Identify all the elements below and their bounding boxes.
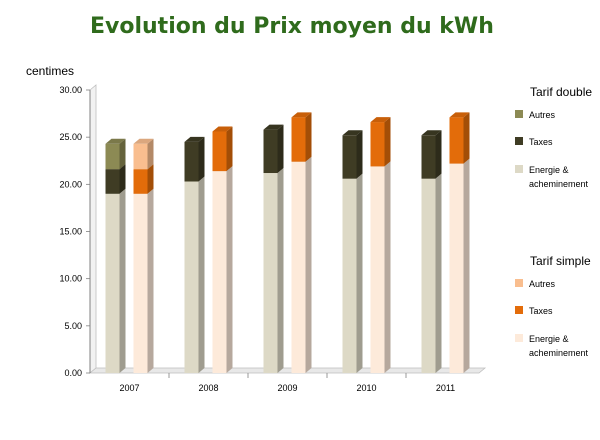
chart-title: Evolution du Prix moyen du kWh xyxy=(90,14,494,39)
x-tick-label: 2009 xyxy=(277,383,297,393)
legend-swatch xyxy=(515,334,523,342)
y-tick-label: 25.00 xyxy=(59,132,82,142)
legend-label: Autres xyxy=(529,110,556,120)
y-tick-label: 0.00 xyxy=(64,368,82,378)
y-tick-label: 20.00 xyxy=(59,179,82,189)
bar-segment xyxy=(105,188,126,373)
legend-label: Taxes xyxy=(529,306,553,316)
bar-segment xyxy=(449,112,470,164)
legend-swatch xyxy=(515,279,523,287)
x-tick-label: 2011 xyxy=(436,383,455,393)
legend-group-title: Tarif simple xyxy=(530,254,591,268)
legend-swatch xyxy=(515,306,523,314)
bar-segment xyxy=(291,156,312,373)
y-tick-label: 10.00 xyxy=(59,274,82,284)
bar-segment xyxy=(370,117,391,167)
bar-segment xyxy=(421,173,442,373)
bar-segment xyxy=(184,136,205,182)
legend-label: Energie & xyxy=(529,165,569,175)
bar-segment xyxy=(421,130,442,179)
legend-label: Taxes xyxy=(529,137,553,147)
bar-segment xyxy=(370,161,391,373)
bar-segment xyxy=(133,188,154,373)
bar-segment xyxy=(105,138,126,170)
bar-segment xyxy=(449,158,470,373)
axes: 0.00 5.00 10.00 15.00 20.00 25.00 30.00 2007 200… xyxy=(59,85,455,393)
bar-segment xyxy=(291,112,312,162)
legend-swatch xyxy=(515,110,523,118)
bar-segment xyxy=(342,130,363,179)
y-tick-label: 15.00 xyxy=(59,227,82,237)
legend-label: Autres xyxy=(529,279,556,289)
bar-segment xyxy=(133,138,154,170)
y-axis-unit-label: centimes xyxy=(26,64,75,78)
x-tick-label: 2010 xyxy=(356,383,376,393)
y-tick-label: 5.00 xyxy=(64,321,82,331)
legend-label: Energie & xyxy=(529,334,569,344)
side-wall xyxy=(89,84,97,374)
legend-swatch xyxy=(515,165,523,173)
x-tick-label: 2008 xyxy=(198,383,218,393)
bar-segment xyxy=(212,126,233,172)
bars xyxy=(105,112,470,373)
legend-group-title: Tarif double xyxy=(530,85,592,99)
legend-label: acheminement xyxy=(529,179,589,189)
y-tick-label: 30.00 xyxy=(59,85,82,95)
x-tick-label: 2007 xyxy=(119,383,139,393)
bar-segment xyxy=(212,166,233,373)
bar-segment xyxy=(184,176,205,373)
legend: Tarif double Autres Taxes Energie & achemine… xyxy=(515,85,592,358)
bar-segment xyxy=(342,173,363,373)
bar-segment xyxy=(263,168,284,373)
legend-label: acheminement xyxy=(529,348,589,358)
legend-swatch xyxy=(515,137,523,145)
bar-segment xyxy=(263,124,284,174)
